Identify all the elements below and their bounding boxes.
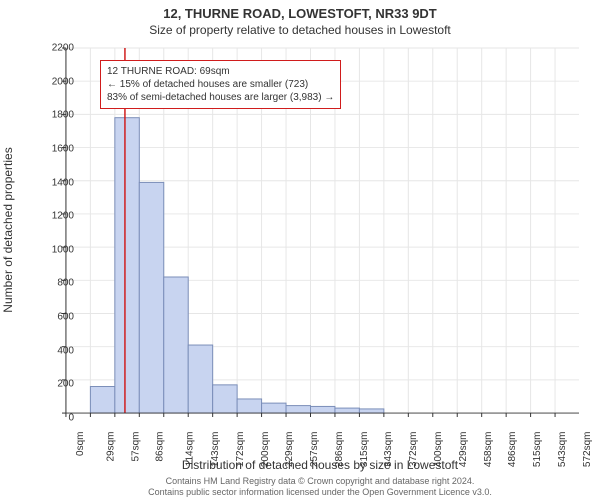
x-tick-label: 429sqm (458, 432, 469, 468)
y-axis-label: Number of detached properties (1, 147, 15, 312)
y-tick-label: 1200 (52, 211, 74, 222)
annotation-line: ← 15% of detached houses are smaller (72… (107, 78, 334, 91)
x-tick-label: 229sqm (284, 432, 295, 468)
x-tick-label: 315sqm (359, 432, 370, 468)
title-main: 12, THURNE ROAD, LOWESTOFT, NR33 9DT (0, 0, 600, 21)
x-tick-label: 114sqm (184, 432, 195, 467)
x-tick-label: 200sqm (260, 432, 271, 468)
title-sub: Size of property relative to detached ho… (0, 21, 600, 37)
x-tick-label: 257sqm (309, 432, 320, 468)
x-tick-label: 0sqm (75, 432, 86, 456)
x-tick-label: 572sqm (582, 432, 593, 468)
x-tick-label: 29sqm (105, 432, 116, 462)
footer-line2: Contains public sector information licen… (148, 487, 492, 497)
y-tick-label: 800 (57, 278, 74, 289)
x-tick-label: 86sqm (155, 432, 166, 462)
y-tick-label: 200 (57, 379, 74, 390)
footer-line1: Contains HM Land Registry data © Crown c… (166, 476, 475, 486)
x-tick-label: 286sqm (334, 432, 345, 468)
annotation-line: 83% of semi-detached houses are larger (… (107, 91, 334, 104)
x-tick-label: 57sqm (130, 432, 141, 462)
x-tick-label: 143sqm (210, 432, 221, 468)
x-tick-label: 343sqm (384, 432, 395, 468)
x-tick-label: 543sqm (557, 432, 568, 468)
x-tick-label: 486sqm (507, 432, 518, 468)
annotation-line: 12 THURNE ROAD: 69sqm (107, 65, 334, 78)
footer-attribution: Contains HM Land Registry data © Crown c… (60, 476, 580, 498)
x-tick-label: 400sqm (433, 432, 444, 468)
y-tick-label: 0 (68, 413, 74, 424)
y-tick-label: 600 (57, 312, 74, 323)
y-tick-label: 2200 (52, 43, 74, 54)
y-tick-label: 1600 (52, 143, 74, 154)
y-tick-label: 1000 (52, 244, 74, 255)
x-tick-label: 515sqm (532, 432, 543, 468)
chart-container: 12, THURNE ROAD, LOWESTOFT, NR33 9DT Siz… (0, 0, 600, 500)
y-tick-label: 1400 (52, 177, 74, 188)
annotation-box: 12 THURNE ROAD: 69sqm← 15% of detached h… (100, 60, 341, 109)
y-tick-label: 2000 (52, 76, 74, 87)
y-tick-label: 1800 (52, 110, 74, 121)
x-tick-label: 172sqm (235, 432, 246, 468)
x-tick-label: 458sqm (483, 432, 494, 468)
x-tick-label: 372sqm (408, 432, 419, 468)
y-tick-label: 400 (57, 345, 74, 356)
